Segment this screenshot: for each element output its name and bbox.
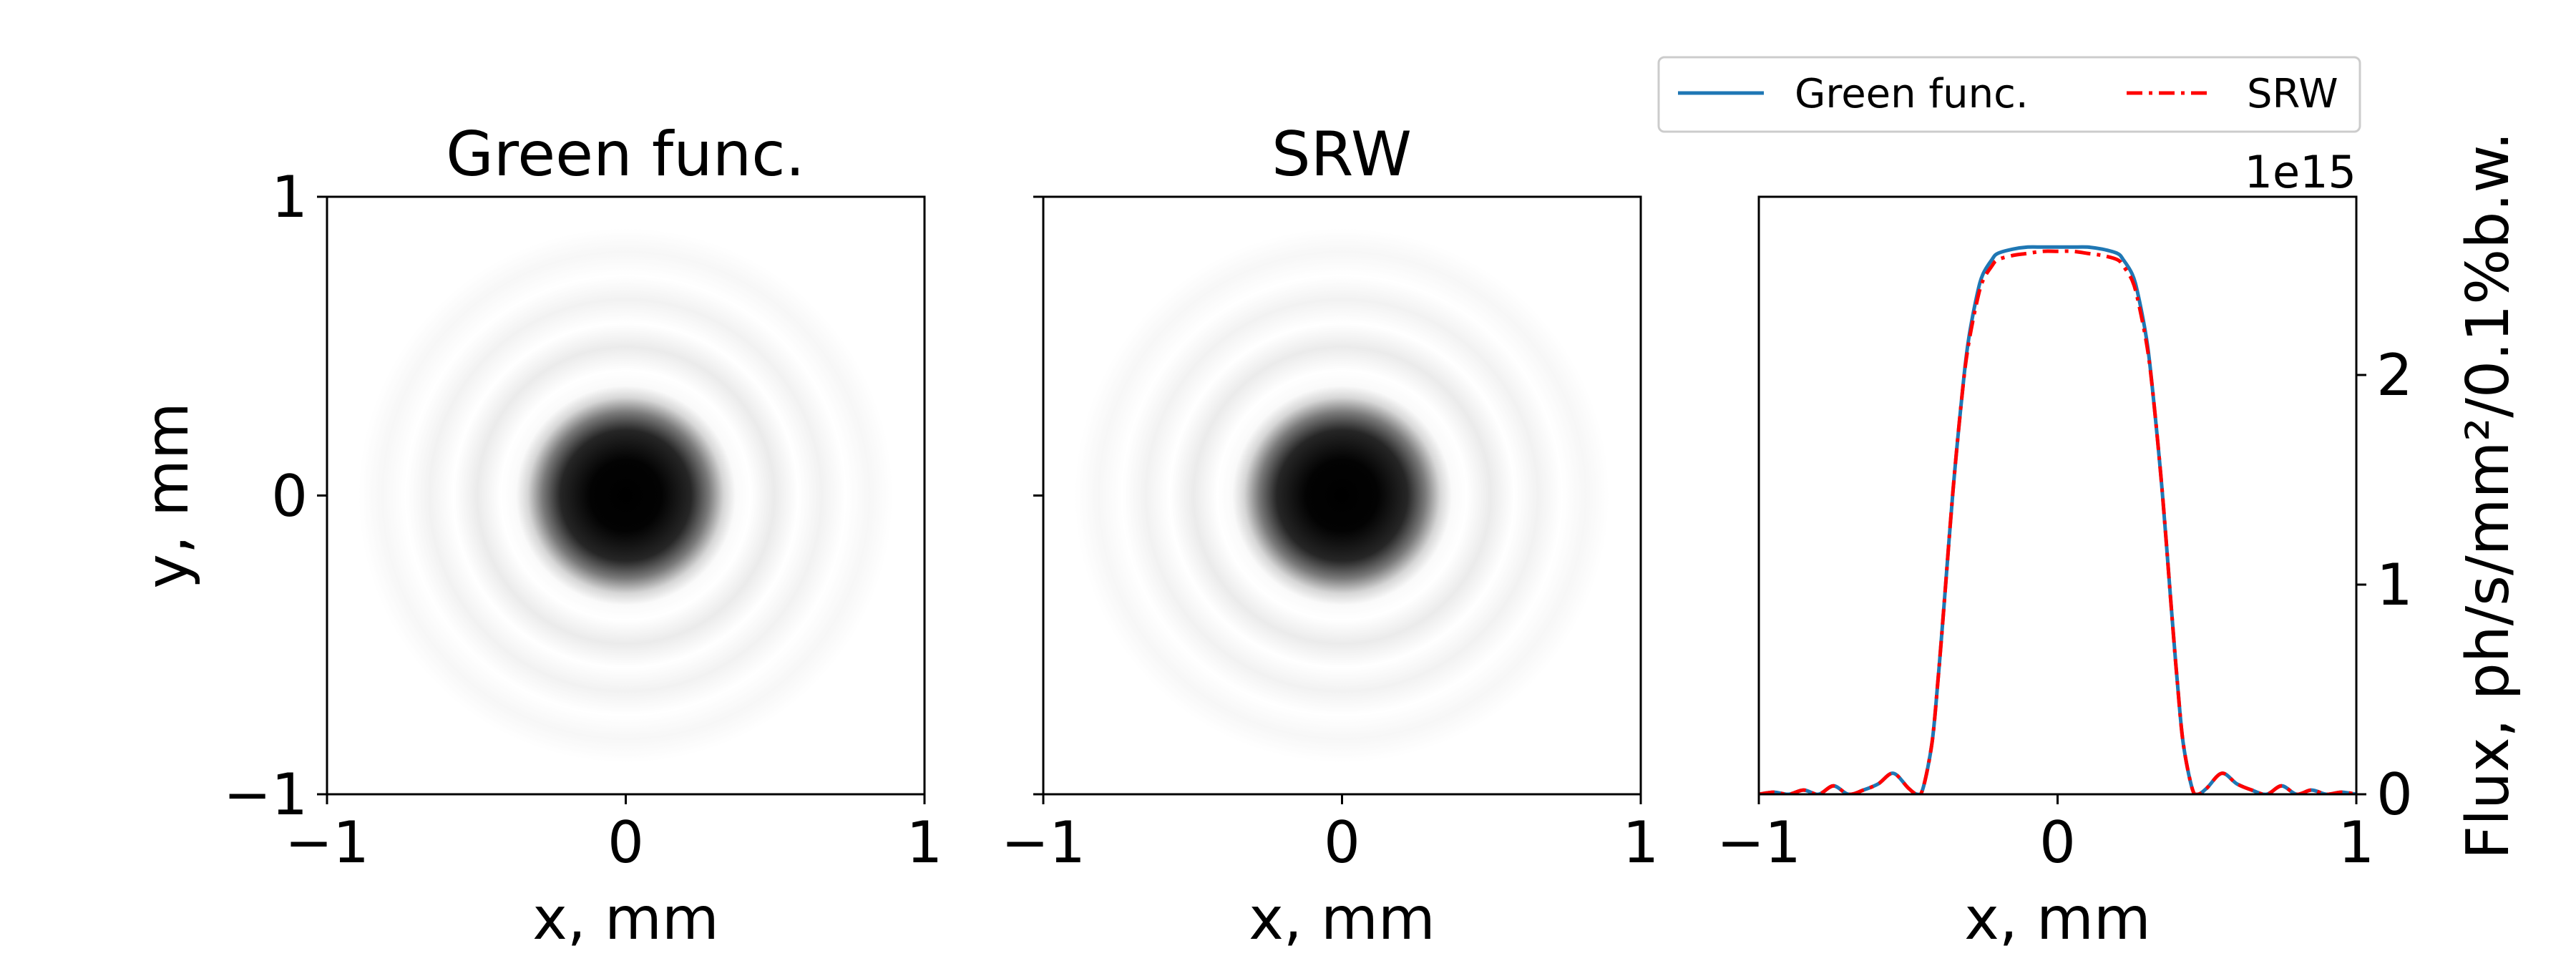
panel2-xtick-label: −1 [1001, 809, 1085, 876]
panel1-xtick-label: 0 [608, 809, 644, 876]
panel3-ytick-label: 1 [2376, 552, 2413, 618]
scale-offset-label: 1e15 [2245, 146, 2356, 198]
panel-srw: SRW −1 0 1 x, mm [1001, 119, 1659, 953]
series-line-srw [1759, 249, 2356, 794]
panel3-ylabel: Flux, ph/s/mm²/0.1%b.w. [2454, 132, 2522, 859]
panel1-ytick-label: −1 [223, 761, 308, 828]
panel2-yticks [1033, 195, 1043, 796]
panel2-xlabel: x, mm [1249, 885, 1435, 953]
panel3-xtick-label: 1 [2338, 809, 2375, 876]
profile-curves [1759, 245, 2356, 794]
panel-profile: Green func. SRW 1e15 −1 0 1 012 x, mm Fl… [1657, 56, 2522, 953]
legend-green-func-label: Green func. [1795, 71, 2029, 117]
panel1-title: Green func. [446, 119, 805, 190]
panel3-xticks: −1 0 1 [1717, 794, 2374, 876]
panel3-xtick-label: −1 [1717, 809, 1801, 876]
panel-green-func: Green func. −1 0 1 1 0 −1 x, mm y, mm [134, 119, 942, 953]
panel2-xtick-label: 1 [1623, 809, 1659, 876]
panel1-xticks: −1 0 1 [285, 794, 942, 876]
panel1-ylabel: y, mm [134, 402, 202, 588]
panel2-xtick-label: 0 [1324, 809, 1360, 876]
panel1-xtick-label: 1 [907, 809, 943, 876]
panel3-ytick-label: 0 [2376, 761, 2413, 828]
panel1-ytick-label: 1 [271, 164, 308, 230]
legend-box [1657, 56, 2361, 133]
panel3-plot-bg [1759, 197, 2356, 794]
panel1-yticks: 1 0 −1 [223, 164, 327, 828]
panel1-xtick-label: −1 [285, 809, 369, 876]
panel1-airy-disk [328, 198, 923, 793]
panel3-xlabel: x, mm [1964, 885, 2150, 953]
legend: Green func. SRW [1657, 56, 2361, 133]
panel3-ytick-label: 2 [2376, 342, 2413, 409]
legend-srw-label: SRW [2247, 71, 2338, 117]
panel1-ytick-label: 0 [271, 463, 308, 530]
panel3-yticks: 0 1 2 [2356, 342, 2413, 828]
panel2-xticks: −1 0 1 [1001, 794, 1659, 876]
panel2-title: SRW [1272, 119, 1412, 190]
panel1-xlabel: x, mm [532, 885, 718, 953]
panel3-xtick-label: 0 [2039, 809, 2076, 876]
panel2-airy-disk [1045, 198, 1639, 793]
